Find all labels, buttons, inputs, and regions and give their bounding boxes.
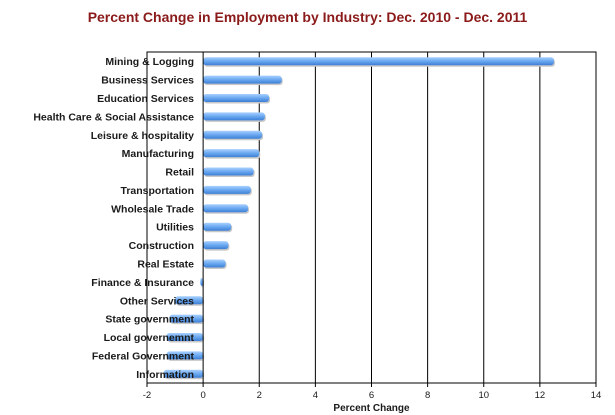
bar [203,149,260,158]
bar [203,222,232,231]
category-label: Other Services [120,295,194,307]
category-labels: Mining & Logging Business Services Educati… [33,56,194,381]
bar [203,241,229,250]
chart-title: Percent Change in Employment by Industry… [87,9,528,25]
x-tick-label: 0 [200,390,205,401]
bar [203,93,270,102]
category-label: Education Services [97,93,194,105]
category-label: Leisure & hospitality [91,130,194,142]
x-tick-label: 4 [313,390,318,401]
category-label: Health Care & Social Assistance [33,111,194,123]
bar [200,277,204,286]
bar [203,204,249,213]
bar [175,296,204,305]
bar [203,259,226,268]
bar [166,351,204,360]
axes [146,51,597,387]
category-label: Mining & Logging [105,56,194,68]
x-tick-label: 14 [591,390,602,401]
category-label: State government [105,314,194,326]
bar [203,167,254,176]
category-label: Real Estate [137,258,194,270]
category-label: Transportation [120,185,194,197]
category-label: Construction [129,240,194,252]
x-tick-label: 10 [478,390,489,401]
category-label: Utilities [156,222,194,234]
category-label: Wholesale Trade [111,203,194,215]
x-tick-label: -2 [143,390,151,401]
category-label: Local governemnt [104,332,195,344]
bar [166,333,204,342]
category-label: Business Services [101,75,194,87]
bars [163,57,555,380]
x-tick-label: 8 [425,390,430,401]
category-label: Information [136,369,194,381]
bar [203,75,282,84]
bar [203,112,265,121]
category-label: Retail [165,167,194,179]
category-label: Manufacturing [122,148,194,160]
x-tick-label: 6 [369,390,374,401]
bar [203,57,554,66]
bar [203,130,263,139]
x-tick-label: 12 [535,390,546,401]
x-tick-label: 2 [257,390,262,401]
category-label: Finance & Insurance [91,277,194,289]
bar [163,369,204,378]
tick-labels: -2 0 2 4 6 8 10 12 14 [143,390,602,401]
bar [169,314,204,323]
x-axis-title: Percent Change [333,403,410,414]
category-label: Federal Government [92,350,195,362]
bar [203,185,251,194]
